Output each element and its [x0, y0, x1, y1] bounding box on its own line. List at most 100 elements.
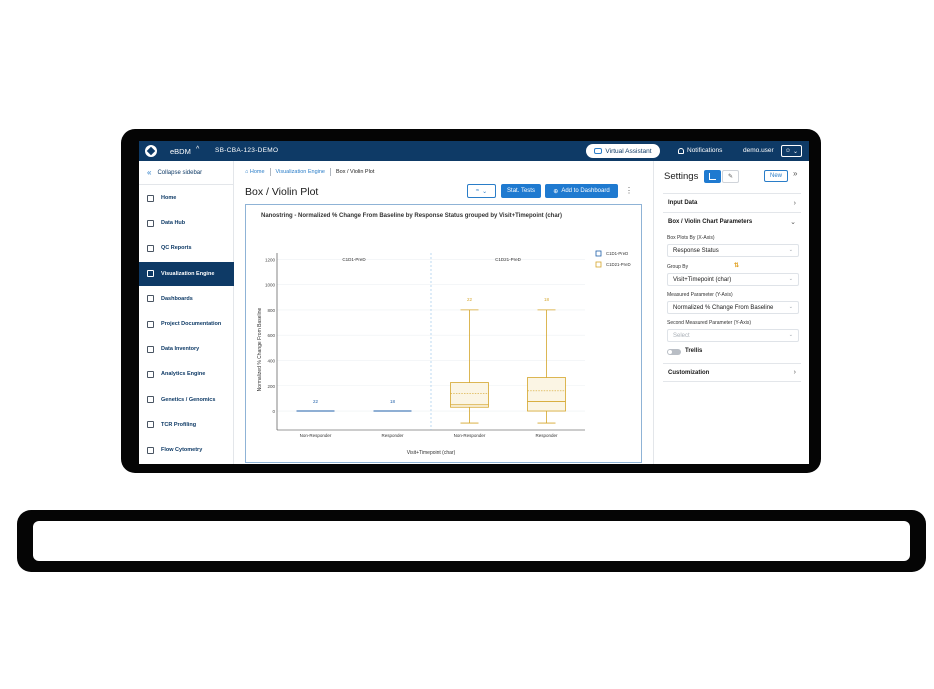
facet-label: C1D21-PreD — [495, 257, 522, 262]
legend-swatch — [595, 261, 602, 268]
sidebar-item-label: Data Inventory — [161, 346, 200, 353]
stat-tests-button[interactable]: Stat. Tests — [501, 184, 541, 198]
add-to-dashboard-label: Add to Dashboard — [561, 188, 610, 194]
notifications-button[interactable]: Notifications — [678, 147, 722, 154]
laptop-base-panel — [33, 521, 910, 561]
sidebar-item-dashboards[interactable]: Dashboards — [139, 287, 234, 311]
page-title: Box / Violin Plot — [245, 186, 319, 198]
second-parameter-label: Second Measured Parameter (Y-Axis) — [667, 320, 752, 326]
breadcrumb-current: Box / Violin Plot — [335, 169, 375, 175]
measured-parameter-label: Measured Parameter (Y-Axis) — [667, 292, 733, 298]
chevron-down-icon: ⌄ — [790, 219, 796, 226]
y-tick-label: 1000 — [265, 283, 276, 288]
bell-icon — [678, 147, 684, 154]
customization-accordion[interactable]: Customization › — [663, 363, 801, 382]
y-tick-label: 800 — [267, 308, 275, 313]
chart-icon — [147, 270, 154, 278]
sidebar-item-label: TCR Profiling — [161, 421, 197, 428]
more-options-icon[interactable]: ⋮ — [625, 186, 633, 195]
chevron-down-icon: ⌄ — [788, 276, 793, 282]
database-icon — [147, 219, 154, 227]
facet-label: C1D1-PreD — [342, 257, 366, 262]
bar-chart-icon — [147, 421, 154, 429]
chevron-right-icon: › — [793, 369, 796, 376]
y-tick-label: 200 — [267, 384, 275, 389]
settings-title: Settings — [664, 171, 699, 182]
group-by-value: Visit+Timepoint (char) — [673, 276, 732, 283]
new-button[interactable]: New — [764, 170, 788, 182]
double-chevron-left-icon: « — [147, 168, 152, 177]
sidebar-item-genetics-genomics[interactable]: Genetics / Genomics — [139, 388, 234, 412]
sidebar-item-analytics-engine[interactable]: Analytics Engine — [139, 362, 234, 386]
chart-type-dropdown[interactable]: ≈ ⌄ — [467, 184, 496, 198]
measured-parameter-select[interactable]: Normalized % Change From Baseline ⌄ — [667, 301, 799, 314]
breadcrumb-home[interactable]: ⌂ Home — [245, 169, 265, 175]
chevron-up-icon[interactable]: ^ — [196, 146, 200, 153]
collapse-sidebar-label: Collapse sidebar — [157, 169, 203, 176]
x-tick-label: Responder — [535, 433, 558, 438]
measured-parameter-value: Normalized % Change From Baseline — [673, 304, 774, 311]
chevron-down-icon: ⌄ — [788, 304, 793, 310]
chart-parameters-accordion[interactable]: Box / Violin Chart Parameters ⌄ — [663, 212, 801, 231]
legend-label: C1D1-PreD — [606, 251, 628, 256]
input-data-accordion[interactable]: Input Data › — [663, 193, 801, 212]
dna-icon — [147, 396, 154, 404]
area-chart-icon: ≈ — [475, 188, 480, 194]
group-by-select[interactable]: Visit+Timepoint (char) ⌄ — [667, 273, 799, 286]
app-logo-icon[interactable] — [145, 145, 157, 157]
box-count-label: 18 — [390, 399, 396, 404]
box-rect — [527, 377, 566, 412]
project-name: SB-CBA-123-DEMO — [215, 147, 279, 154]
double-chevron-right-icon[interactable]: » — [793, 169, 798, 178]
sidebar-item-label: Visualization Engine — [161, 270, 215, 277]
add-to-dashboard-button[interactable]: ⊕ Add to Dashboard — [545, 184, 618, 198]
sidebar-item-label: Data Hub — [161, 220, 186, 227]
sidebar-item-flow-cytometry[interactable]: Flow Cytometry — [139, 438, 234, 462]
sidebar-item-label: Dashboards — [161, 295, 193, 302]
analytics-icon — [147, 370, 154, 378]
sidebar-item-label: Project Documentation — [161, 321, 222, 327]
virtual-assistant-button[interactable]: Virtual Assistant — [586, 144, 660, 158]
box-count-label: 22 — [313, 399, 319, 404]
collapse-sidebar-button[interactable]: « Collapse sidebar — [139, 161, 234, 185]
x-tick-label: Non-Responder — [300, 433, 332, 438]
trellis-label: Trellis — [685, 348, 703, 354]
sidebar-item-qc-reports[interactable]: QC Reports — [139, 236, 234, 260]
customization-label: Customization — [668, 369, 710, 376]
style-settings-tab[interactable]: ✎ — [722, 170, 739, 183]
chart-settings-tab[interactable] — [704, 170, 721, 183]
x-axis-select[interactable]: Response Status ⌄ — [667, 244, 799, 257]
top-bar: eBDM ^ SB-CBA-123-DEMO Virtual Assistant… — [139, 141, 809, 161]
user-menu-button[interactable]: ☺ ⌄ — [781, 145, 802, 157]
sidebar-item-label: QC Reports — [161, 245, 192, 252]
home-icon: ⌂ — [245, 169, 249, 175]
sidebar-item-data-hub[interactable]: Data Hub — [139, 211, 234, 235]
chart-title: Nanostring - Normalized % Change From Ba… — [261, 213, 562, 219]
x-axis-label: Box Plots By (X-Axis) — [667, 235, 715, 241]
input-data-label: Input Data — [668, 200, 698, 206]
sidebar-item-label: Genetics / Genomics — [161, 396, 216, 403]
sidebar-item-home[interactable]: Home — [139, 186, 234, 210]
box-plot-chart[interactable]: 0 200 400 600 800 1000 1200 C1D1-PreD C1D21-PreD… — [246, 205, 643, 464]
x-axis-value: Response Status — [673, 247, 719, 254]
trellis-toggle[interactable] — [667, 349, 681, 355]
sidebar-item-label: Flow Cytometry — [161, 447, 203, 453]
settings-panel: Settings ✎ New » Input Data › Box / Viol… — [653, 161, 809, 464]
chart-card: Nanostring - Normalized % Change From Ba… — [245, 204, 642, 463]
breadcrumb-section[interactable]: Visualization Engine — [275, 169, 325, 175]
table-icon — [147, 345, 154, 353]
group-by-label: Group By — [667, 264, 689, 270]
notifications-label: Notifications — [687, 147, 723, 154]
swap-icon[interactable]: ⇅ — [734, 263, 740, 269]
virtual-assistant-label: Virtual Assistant — [605, 147, 652, 155]
box-rect — [450, 382, 489, 408]
second-parameter-select[interactable]: Select ⌄ — [667, 329, 799, 342]
sidebar-item-data-inventory[interactable]: Data Inventory — [139, 337, 234, 361]
box-count-label: 22 — [467, 297, 473, 302]
sidebar-item-tcr-profiling[interactable]: TCR Profiling — [139, 413, 234, 437]
plus-circle-icon: ⊕ — [553, 188, 559, 195]
sidebar-item-visualization-engine[interactable]: Visualization Engine — [139, 261, 234, 286]
sidebar-item-project-documentation[interactable]: Project Documentation — [139, 312, 234, 336]
chevron-right-icon: › — [793, 199, 796, 207]
app-name[interactable]: eBDM — [170, 147, 191, 156]
